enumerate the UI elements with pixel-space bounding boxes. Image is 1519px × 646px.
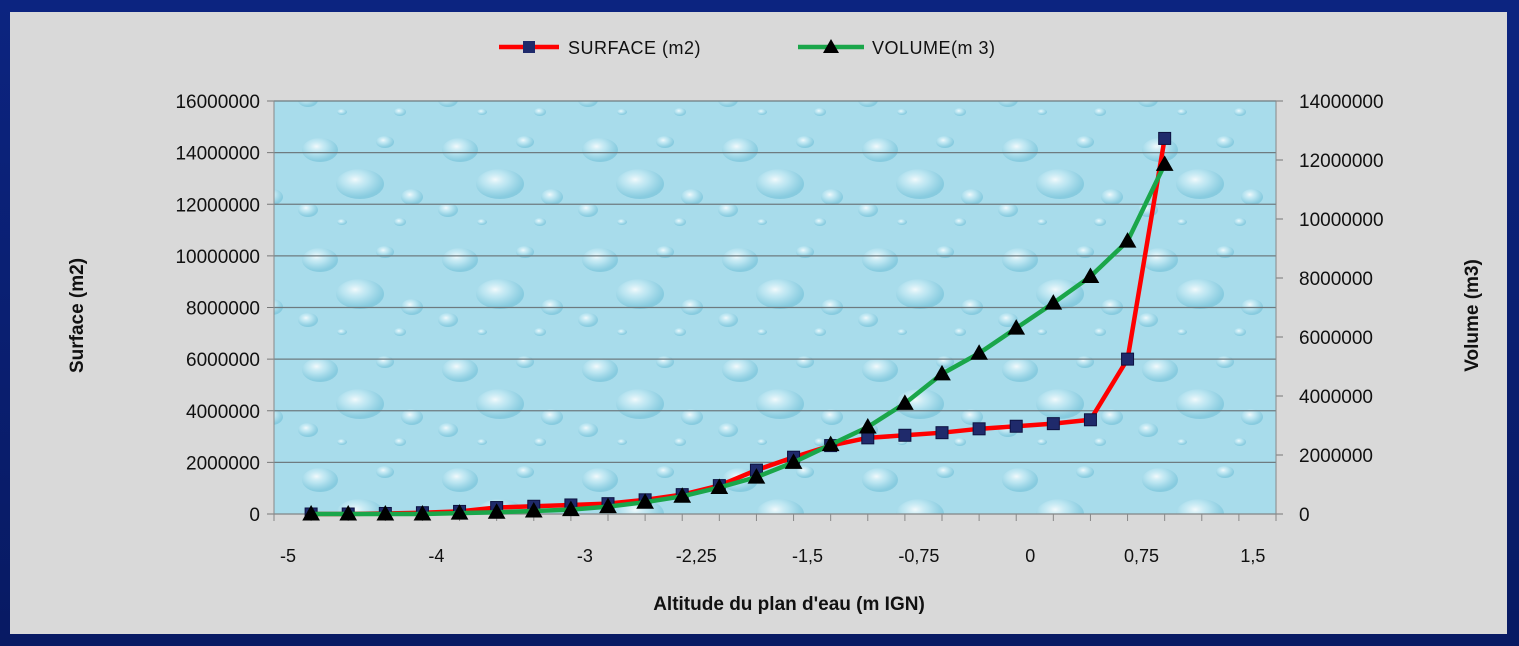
volume-point: [413, 504, 432, 521]
right-tick-label: 4000000: [1299, 387, 1373, 408]
volume-point: [599, 497, 617, 514]
surface-point: [898, 428, 912, 442]
left-tick-label: 4000000: [186, 402, 260, 423]
surface-point: [1083, 413, 1097, 427]
x-tick-label: 0,75: [1124, 546, 1159, 566]
x-tick-label: -3: [577, 546, 593, 566]
left-tick-label: 8000000: [186, 299, 260, 320]
right-axis-title: Volume (m3): [1462, 259, 1483, 372]
volume-point: [821, 435, 840, 452]
right-tick-label: 10000000: [1299, 210, 1384, 231]
volume-point: [747, 468, 766, 484]
x-tick-label: -4: [428, 546, 444, 566]
series-layer: [302, 131, 1174, 521]
surface-point: [935, 426, 949, 440]
right-axis-ticks: 0 2000000 4000000 6000000 8000000 10000000 120…: [1275, 92, 1384, 526]
surface-point: [861, 431, 875, 445]
volume-point: [673, 487, 692, 503]
volume-point: [858, 417, 877, 434]
surface-point: [1009, 419, 1023, 433]
volume-point: [376, 504, 395, 521]
volume-point: [1081, 267, 1100, 284]
volume-point: [302, 504, 320, 521]
volume-point: [487, 503, 506, 519]
x-tick-label: -1,5: [792, 546, 823, 566]
surface-point: [1046, 417, 1060, 431]
volume-point: [339, 504, 358, 521]
surface-point: [1121, 352, 1135, 366]
x-tick-label: -5: [280, 546, 296, 566]
right-tick-label: 8000000: [1299, 269, 1373, 290]
x-tick-label: 0: [1025, 546, 1035, 566]
left-axis-title: Surface (m2): [67, 258, 88, 373]
left-tick-label: 16000000: [175, 92, 260, 113]
x-tick-label: -0,75: [898, 546, 939, 566]
legend-label: VOLUME(m 3): [872, 38, 996, 58]
right-tick-label: 0: [1299, 505, 1310, 526]
legend-label: SURFACE (m2): [568, 38, 701, 58]
legend-square-marker: [523, 41, 535, 53]
volume-point: [784, 453, 803, 469]
volume-point: [1118, 232, 1137, 248]
left-tick-label: 6000000: [186, 350, 260, 371]
volume-point: [933, 364, 951, 381]
chart: 0 2000000 4000000 6000000 8000000 10000000 120…: [67, 38, 1483, 615]
left-tick-label: 12000000: [175, 195, 260, 216]
x-axis-ticks: -5 -4 -3 -2,25 -1,5 -0,75 0 0,75 1,5: [273, 513, 1277, 566]
volume-point: [970, 344, 988, 360]
left-tick-label: 10000000: [175, 247, 260, 268]
volume-series-line: [311, 163, 1167, 517]
volume-point: [1044, 294, 1063, 310]
x-tick-label: 1,5: [1240, 546, 1265, 566]
volume-point: [1007, 319, 1026, 335]
left-tick-label: 0: [249, 505, 260, 526]
surface-point: [1158, 131, 1172, 145]
volume-point: [1155, 155, 1174, 171]
volume-point: [450, 504, 469, 520]
legend: SURFACE (m2) VOLUME(m 3): [499, 38, 996, 58]
right-tick-label: 12000000: [1299, 151, 1384, 172]
x-tick-label: -2,25: [676, 546, 717, 566]
volume-point: [636, 493, 654, 509]
right-tick-label: 14000000: [1299, 92, 1384, 113]
left-tick-label: 14000000: [175, 144, 260, 165]
volume-point: [562, 500, 580, 517]
legend-triangle-marker: [823, 39, 839, 53]
chart-panel: 0 2000000 4000000 6000000 8000000 10000000 120…: [10, 12, 1507, 634]
left-tick-label: 2000000: [186, 453, 260, 474]
volume-point: [710, 478, 729, 494]
x-axis-title: Altitude du plan d'eau (m IGN): [653, 594, 925, 615]
right-tick-label: 6000000: [1299, 328, 1373, 349]
surface-point: [972, 422, 986, 436]
volume-point: [524, 502, 543, 518]
volume-point: [896, 394, 914, 410]
left-axis-ticks: 0 2000000 4000000 6000000 8000000 10000000 120…: [175, 92, 275, 526]
right-tick-label: 2000000: [1299, 446, 1373, 467]
